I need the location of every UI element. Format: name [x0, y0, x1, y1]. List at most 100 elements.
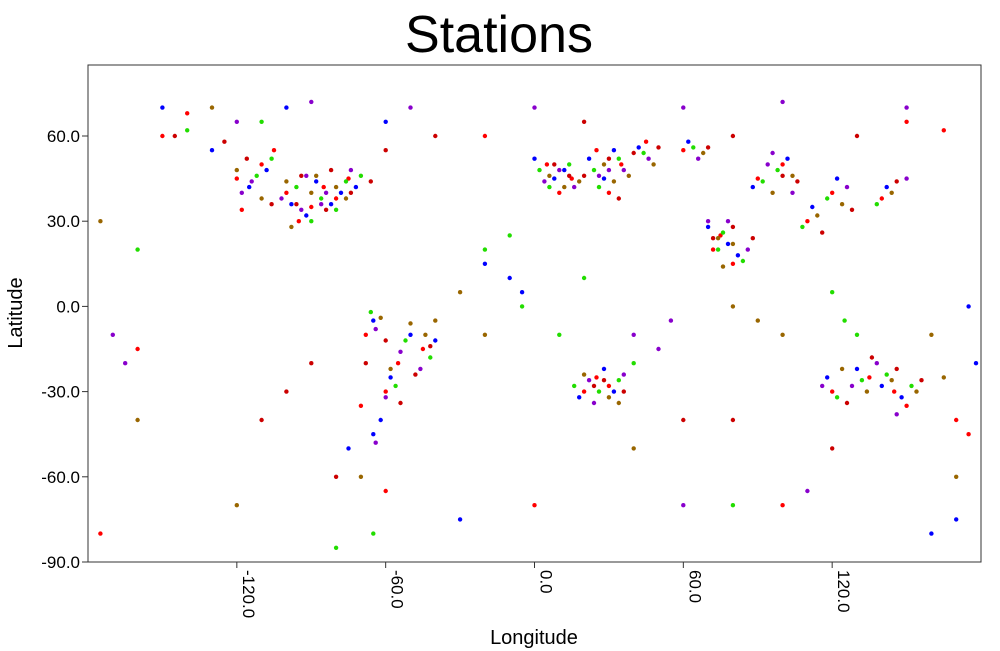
data-point: [621, 167, 626, 173]
data-point: [323, 207, 329, 212]
data-point: [358, 403, 364, 408]
data-point: [234, 167, 239, 173]
data-point: [577, 179, 582, 184]
data-point: [403, 338, 408, 343]
data-point: [319, 196, 324, 201]
data-point: [820, 383, 825, 389]
y-tick-label: -90.0: [41, 553, 80, 572]
data-point: [904, 403, 909, 408]
data-point: [572, 383, 577, 389]
data-point: [849, 207, 855, 212]
data-point: [433, 338, 438, 343]
data-point: [552, 162, 557, 167]
data-point: [681, 148, 686, 153]
data-point: [581, 389, 587, 394]
data-point: [745, 247, 750, 252]
data-point: [319, 202, 324, 207]
data-point: [929, 332, 934, 337]
data-point: [725, 219, 731, 224]
data-point: [363, 332, 368, 337]
data-point: [854, 133, 860, 139]
data-point: [691, 145, 696, 150]
data-point: [867, 375, 872, 380]
data-point: [383, 488, 388, 494]
data-point: [705, 145, 711, 150]
data-point: [507, 233, 512, 238]
data-point: [941, 128, 946, 133]
data-point: [328, 167, 334, 173]
data-point: [358, 474, 364, 479]
data-point: [234, 176, 239, 181]
data-point: [333, 545, 339, 550]
y-axis-label: Latitude: [5, 277, 27, 348]
data-point: [710, 247, 716, 252]
data-point: [309, 99, 314, 105]
data-point: [842, 318, 847, 323]
data-point: [269, 202, 274, 207]
data-point: [919, 378, 924, 383]
x-axis-ticks: -120.0 -60.0 0.0 60.0 120.0: [236, 562, 853, 618]
data-point: [730, 241, 736, 247]
data-point: [720, 230, 726, 235]
data-point: [611, 389, 617, 394]
data-point: [519, 304, 525, 309]
data-point: [314, 179, 319, 184]
data-point: [259, 417, 264, 423]
data-point: [834, 176, 840, 181]
data-point: [532, 105, 537, 110]
data-point: [681, 503, 686, 508]
data-point: [914, 389, 919, 394]
data-point: [596, 173, 602, 178]
data-point: [398, 400, 403, 406]
data-point: [457, 290, 463, 295]
data-point: [185, 111, 190, 116]
data-point: [626, 173, 631, 178]
data-point: [954, 417, 959, 423]
data-point: [601, 162, 607, 167]
data-point: [222, 139, 227, 144]
data-point: [780, 99, 785, 105]
data-point: [408, 105, 413, 110]
data-point: [646, 156, 651, 161]
data-point: [805, 488, 810, 494]
data-point: [98, 219, 103, 224]
data-point: [299, 207, 304, 212]
x-tick-label: 120.0: [834, 570, 853, 613]
data-point: [577, 395, 582, 400]
data-point: [730, 133, 736, 139]
data-point: [383, 389, 388, 394]
data-point: [631, 446, 636, 451]
data-point: [656, 346, 661, 352]
data-point: [284, 105, 289, 110]
data-point: [383, 148, 388, 153]
data-point: [601, 378, 607, 383]
data-point: [681, 105, 686, 110]
data-point: [631, 332, 636, 337]
data-point: [160, 133, 165, 139]
data-point: [839, 202, 845, 207]
data-point: [567, 162, 572, 167]
y-tick-label: 60.0: [47, 127, 80, 146]
data-point: [259, 162, 264, 167]
data-point: [730, 417, 736, 423]
data-point: [185, 128, 190, 133]
data-point: [338, 190, 344, 195]
data-point: [705, 219, 711, 224]
data-point: [641, 150, 646, 156]
data-point: [294, 184, 299, 190]
data-point: [830, 446, 835, 451]
data-point: [730, 503, 736, 508]
data-point: [780, 503, 785, 508]
data-point: [259, 119, 264, 125]
data-point: [289, 202, 294, 207]
data-point: [904, 105, 909, 110]
data-point: [735, 253, 741, 258]
data-point: [830, 190, 835, 195]
data-point: [894, 366, 899, 372]
data-point: [884, 184, 889, 190]
data-point: [795, 179, 800, 184]
data-point: [135, 346, 140, 352]
data-point: [482, 133, 488, 139]
data-point: [209, 148, 215, 153]
data-point: [606, 190, 612, 195]
